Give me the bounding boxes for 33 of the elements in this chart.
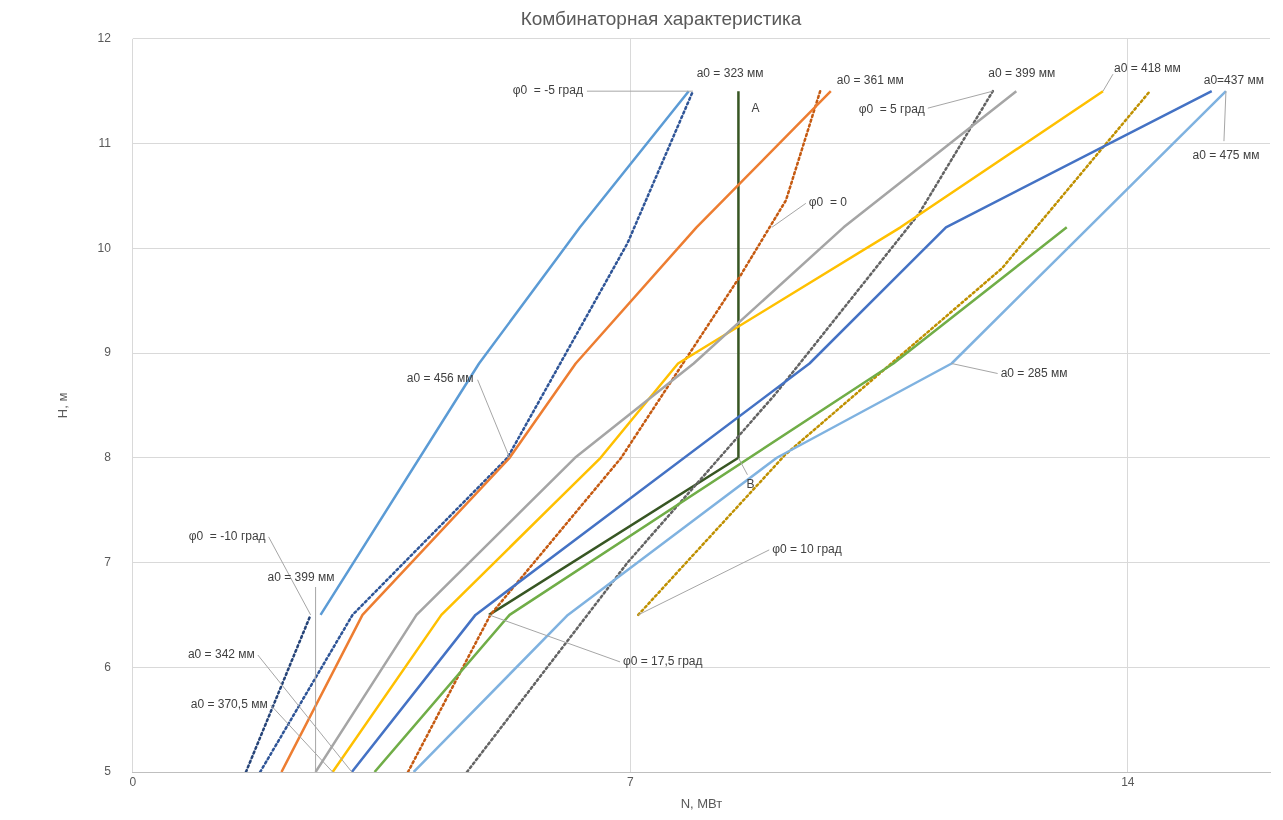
y-axis-title: H, м xyxy=(55,392,71,419)
y-tick-label: 9 xyxy=(104,345,112,360)
annotation: φ0 = 10 град xyxy=(772,542,842,557)
annotation: φ0 = -5 град xyxy=(512,83,583,98)
annotation: φ0 = 5 град xyxy=(858,102,925,117)
annotation: a0 = 418 мм xyxy=(1114,61,1181,76)
x-tick-label: 0 xyxy=(129,774,137,789)
y-tick-label: 10 xyxy=(97,240,112,255)
annotation: a0 = 285 мм xyxy=(1000,365,1068,380)
annotation: a0 = 475 мм xyxy=(1192,148,1260,163)
y-tick-label: 7 xyxy=(104,554,112,569)
annotation: A xyxy=(751,101,760,116)
annotation: a0 = 342 мм xyxy=(187,647,255,662)
x-axis-title: N, МВт xyxy=(680,795,723,811)
chart-title: Комбинаторная характеристика xyxy=(520,7,802,29)
annotation: a0 = 370,5 мм xyxy=(190,697,268,712)
y-tick-label: 6 xyxy=(104,659,112,674)
y-tick-label: 8 xyxy=(104,450,112,465)
annotation: a0 = 399 мм xyxy=(267,570,335,585)
line-series xyxy=(636,89,1152,617)
y-tick-label: 12 xyxy=(97,31,112,46)
annotation: a0 = 323 мм xyxy=(696,66,764,81)
x-tick-label: 7 xyxy=(627,774,635,789)
y-tick-label: 5 xyxy=(104,764,112,779)
annotation: B xyxy=(746,477,755,492)
annotation: φ0 = 17,5 град xyxy=(622,654,703,669)
annotation: a0 = 399 мм xyxy=(988,66,1056,81)
annotation: φ0 = -10 град xyxy=(188,529,266,544)
annotation: a0 = 361 мм xyxy=(836,73,904,88)
annotation: a0=437 мм xyxy=(1203,73,1264,88)
y-tick-label: 11 xyxy=(98,135,112,150)
x-tick-label: 14 xyxy=(1121,774,1135,789)
annotation: φ0 = 0 xyxy=(808,194,848,209)
